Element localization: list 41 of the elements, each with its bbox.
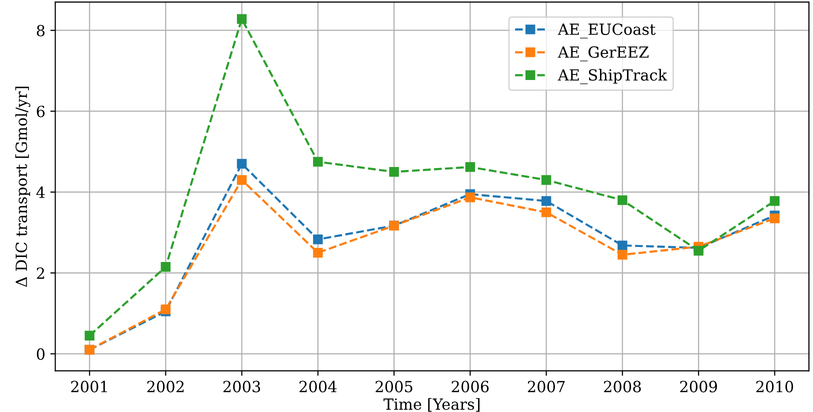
point — [236, 158, 247, 169]
point — [465, 192, 476, 202]
legend-label: AE_GerEEZ — [558, 46, 649, 62]
point — [313, 248, 323, 258]
y-tick-label: 0 — [36, 348, 45, 360]
point — [389, 167, 399, 177]
legend-label: AE_ShipTrack — [558, 68, 668, 84]
y-tick-label: 6 — [36, 106, 45, 118]
x-tick-label: 2004 — [300, 380, 337, 392]
x-tick-label: 2008 — [604, 380, 641, 392]
point — [618, 250, 628, 260]
x-tick-label: 2007 — [528, 380, 565, 392]
x-axis-title: Time [Years] — [384, 398, 480, 412]
y-axis-title: Δ DIC transport [Gmol/yr] — [15, 86, 30, 287]
point — [541, 175, 552, 185]
x-tick-label: 2009 — [680, 380, 717, 392]
point — [618, 240, 628, 250]
point — [236, 175, 247, 185]
point — [541, 196, 552, 206]
point — [160, 262, 171, 272]
point — [694, 246, 704, 256]
y-tick-label: 8 — [36, 24, 45, 36]
point — [618, 195, 628, 206]
y-tick-label: 4 — [36, 186, 45, 198]
point — [541, 207, 552, 218]
x-tick-label: 2010 — [756, 380, 794, 392]
x-tick-label: 2002 — [147, 380, 184, 392]
x-tick-label: 2005 — [376, 380, 412, 392]
x-tick-label: 2001 — [71, 380, 107, 392]
point — [236, 14, 247, 24]
x-tick-label: 2006 — [452, 380, 489, 392]
x-tick-label: 2003 — [223, 380, 260, 392]
point — [770, 196, 780, 206]
point — [84, 330, 94, 340]
point — [313, 234, 323, 244]
point — [770, 214, 780, 224]
point — [465, 162, 476, 172]
y-tick-label: 2 — [36, 267, 44, 279]
point — [313, 156, 323, 167]
legend-label: AE_EUCoast — [558, 23, 656, 38]
point — [160, 304, 171, 314]
